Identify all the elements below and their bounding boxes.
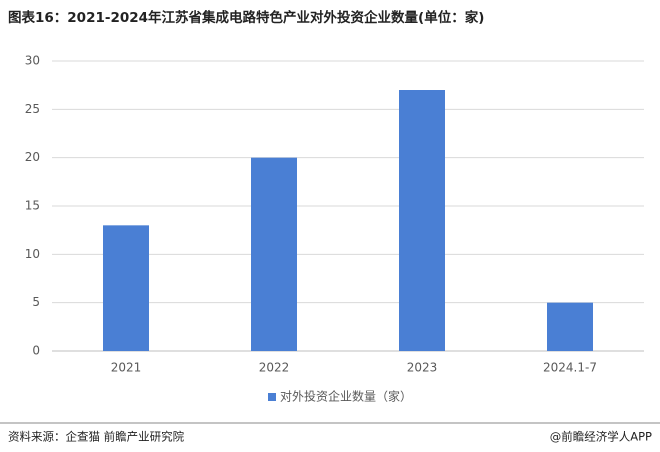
bar [103, 225, 149, 351]
chart-title: 图表16：2021-2024年江苏省集成电路特色产业对外投资企业数量(单位：家) [8, 9, 484, 26]
y-tick-label: 20 [25, 150, 40, 164]
source: 资料来源：企查猫 前瞻产业研究院 [8, 430, 185, 444]
y-tick-label: 10 [25, 247, 40, 261]
y-tick-label: 15 [25, 199, 40, 213]
y-tick-label: 0 [32, 344, 40, 358]
legend-swatch [268, 393, 276, 401]
bar [399, 90, 445, 351]
x-tick-label: 2022 [259, 361, 290, 375]
y-tick-label: 5 [32, 295, 40, 309]
y-tick-label: 30 [25, 54, 40, 68]
legend-label: 对外投资企业数量（家） [280, 389, 412, 404]
bar [251, 157, 297, 351]
y-tick-label: 25 [25, 102, 40, 116]
bar [547, 302, 593, 351]
x-tick-label: 2023 [407, 361, 438, 375]
x-tick-label: 2024.1-7 [543, 361, 597, 375]
x-tick-label: 2021 [111, 361, 142, 375]
credit: @前瞻经济学人APP [550, 430, 652, 444]
